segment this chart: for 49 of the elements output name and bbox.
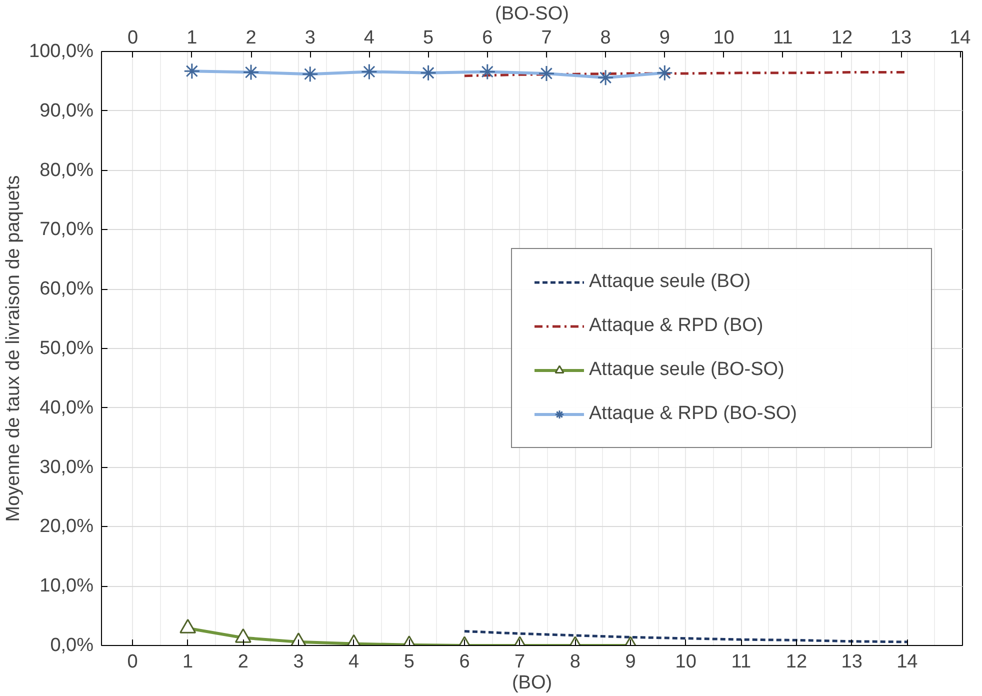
x2-tick-label: 6: [482, 28, 493, 48]
y-tick-label: 90,0%: [40, 100, 94, 122]
x-tick-label: 9: [625, 652, 636, 672]
legend-label: Attaque & RPD (BO-SO): [589, 403, 798, 425]
x2-tick-label: 12: [831, 28, 853, 48]
x2-tick-label: 11: [772, 28, 793, 48]
x2-tick-label: 1: [186, 28, 198, 48]
line-series: [463, 630, 908, 644]
x-tick-label: 14: [896, 652, 918, 672]
y-tick-label: 20,0%: [40, 516, 94, 538]
x2-tick-label: 13: [890, 28, 912, 48]
y-tick-label: 60,0%: [40, 278, 94, 300]
y-tick-label: 70,0%: [40, 219, 94, 240]
y-tick-label: 10,0%: [40, 576, 94, 597]
y-tick-label: 100,0%: [29, 41, 94, 62]
legend-label: Attaque seule (BO): [589, 271, 752, 293]
x2-tick-label: 14: [950, 28, 972, 48]
x2-tick-label: 8: [600, 28, 611, 48]
x-tick-label: 2: [238, 652, 248, 672]
x-tick-label: 12: [786, 652, 808, 672]
x2-tick-label: 5: [423, 28, 434, 48]
x-tick-label: 5: [404, 652, 414, 672]
y-axis-title: Moyenne de taux de livraison de paquets: [3, 175, 24, 522]
y-tick-label: 50,0%: [40, 338, 94, 359]
x-tick-label: 6: [459, 652, 470, 672]
x2-tick-label: 9: [659, 28, 670, 48]
x2-tick-label: 2: [246, 28, 256, 48]
x-tick-label: 7: [514, 652, 526, 672]
x-tick-label: 11: [731, 652, 752, 672]
x-tick-label: 13: [841, 652, 862, 672]
x-tick-label: 4: [348, 652, 360, 672]
x2-tick-label: 7: [541, 28, 552, 48]
x-tick-label: 1: [182, 652, 194, 672]
x-tick-label: 3: [293, 652, 304, 672]
legend-label: Attaque seule (BO-SO): [589, 359, 786, 381]
legend-label: Attaque & RPD (BO): [589, 315, 764, 337]
x-axis-title: (BO): [512, 672, 552, 694]
x2-axis-title: (BO-SO): [495, 4, 569, 24]
x-tick-label: 10: [675, 652, 696, 672]
x2-tick-label: 4: [364, 28, 375, 48]
y-tick-label: 40,0%: [40, 397, 94, 418]
x2-tick-label: 0: [128, 28, 138, 48]
x2-tick-label: 10: [713, 28, 734, 48]
x-tick-label: 8: [570, 652, 580, 672]
y-tick-label: 80,0%: [40, 160, 94, 181]
x-tick-label: 0: [127, 652, 138, 672]
y-tick-label: 0,0%: [50, 635, 94, 656]
x2-tick-label: 3: [304, 28, 316, 48]
y-tick-label: 30,0%: [40, 456, 94, 478]
